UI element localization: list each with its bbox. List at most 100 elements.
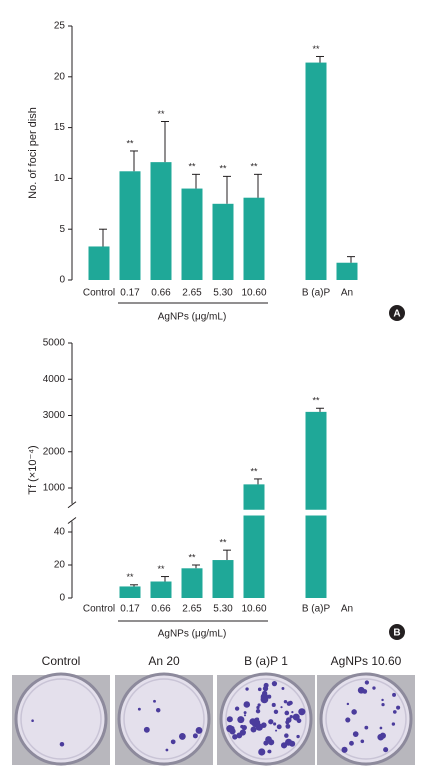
y-tick-label: 4000 [43, 374, 66, 385]
bar [88, 246, 110, 280]
colony [360, 739, 365, 744]
colony [153, 699, 156, 703]
colony [284, 710, 290, 716]
colony [396, 705, 401, 710]
colony [255, 708, 261, 714]
x-tick-label: Control [83, 288, 115, 299]
colony [349, 740, 354, 746]
colony [263, 740, 269, 746]
panel-badge [389, 624, 405, 640]
x-tick-label: 0.66 [151, 604, 171, 615]
x-tick-label: 0.17 [120, 604, 140, 615]
colony [250, 726, 257, 733]
colony [261, 723, 265, 726]
significance-label: ** [126, 572, 134, 582]
colony [31, 719, 34, 723]
colony [261, 690, 268, 697]
significance-label: ** [188, 552, 196, 562]
colony [381, 702, 385, 707]
axis-break [67, 501, 77, 509]
colony [286, 717, 292, 723]
bar [150, 162, 172, 280]
colony [258, 748, 266, 756]
x-tick-label: 0.66 [151, 288, 171, 299]
axis-break-gap [304, 509, 328, 516]
x-tick-label: An [341, 288, 353, 299]
bar [243, 484, 265, 598]
colony [285, 723, 291, 729]
bar [119, 171, 141, 280]
x-tick-label: Control [83, 604, 115, 615]
x-tick-label: 2.65 [182, 604, 202, 615]
colony [273, 709, 279, 714]
colony [345, 717, 351, 723]
colony [178, 733, 186, 740]
colony [392, 692, 396, 697]
colony [257, 687, 262, 692]
colony [285, 738, 293, 746]
axis-break [67, 517, 77, 524]
photo-row: Control An 20 B (a)P 1 AgNPs 10.60 [12, 654, 415, 766]
significance-label: ** [157, 109, 165, 119]
significance-label: ** [157, 564, 165, 574]
y-tick-label: 3000 [43, 410, 66, 421]
petri-dish-rim [325, 678, 407, 760]
significance-label: ** [188, 162, 196, 172]
bar [243, 197, 265, 280]
colony [239, 729, 246, 736]
colony [267, 694, 272, 699]
bar [336, 262, 358, 280]
bar [119, 586, 141, 598]
colony [170, 739, 176, 745]
colony [271, 702, 276, 707]
significance-label: ** [126, 138, 134, 148]
colony [289, 715, 293, 719]
colony [383, 747, 389, 753]
y-tick-label: 2000 [43, 446, 66, 457]
colony [237, 716, 245, 724]
x-tick-label: B (a)P [302, 604, 331, 615]
colony [291, 711, 294, 714]
y-tick-label: 0 [59, 275, 65, 286]
colony [352, 731, 359, 737]
photo-label: B (a)P 1 [244, 654, 288, 668]
panel-letter: A [393, 309, 400, 320]
colony [268, 719, 274, 725]
y-axis-label: No. of foci per dish [27, 107, 39, 199]
colony [229, 728, 236, 735]
colony [271, 681, 278, 687]
petri-dish-rim [123, 678, 205, 760]
photo-label: AgNPs 10.60 [331, 654, 402, 668]
colony [341, 746, 348, 753]
colony [245, 687, 249, 691]
colony [381, 698, 384, 702]
colony [252, 718, 261, 727]
x-tick-label: 2.65 [182, 288, 202, 299]
colony [273, 722, 277, 726]
colony [276, 724, 282, 730]
significance-label: ** [219, 164, 227, 174]
colony [192, 733, 198, 739]
y-axis-label: Tf (×10⁻⁴) [27, 445, 39, 494]
significance-label: ** [312, 396, 320, 406]
x-tick-label: 5.30 [213, 288, 233, 299]
significance-label: ** [250, 466, 258, 476]
colony [296, 734, 300, 739]
colony [280, 706, 283, 709]
x-tick-label: 5.30 [213, 604, 233, 615]
x-tick-label: 0.17 [120, 288, 140, 299]
bar [212, 560, 234, 598]
bar [181, 568, 203, 598]
group-label: AgNPs (μg/mL) [158, 629, 227, 640]
y-tick-label: 20 [54, 71, 66, 82]
panel-badge [389, 305, 405, 321]
colony [284, 733, 289, 738]
colony [372, 686, 376, 690]
photo-label: Control [42, 654, 81, 668]
colony [267, 749, 272, 754]
colony [257, 703, 261, 707]
photo-label: An 20 [148, 654, 180, 668]
petri-dish-rim [20, 678, 102, 760]
colony [243, 701, 251, 708]
colony [362, 689, 368, 694]
